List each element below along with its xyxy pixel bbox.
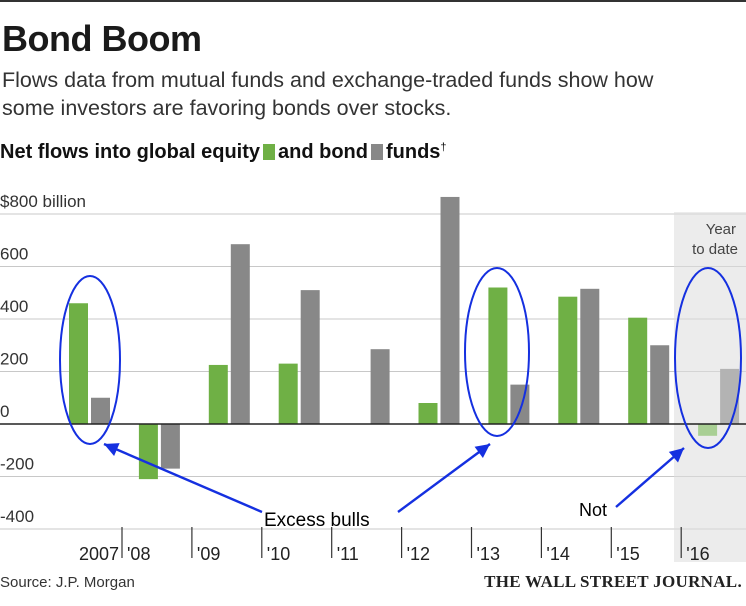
legend-bond-swatch bbox=[370, 144, 383, 160]
publisher-name: THE WALL STREET JOURNAL. bbox=[484, 572, 742, 591]
x-tick-label: '15 bbox=[616, 544, 639, 564]
x-tick-label: '16 bbox=[686, 544, 709, 564]
x-tick-label: '14 bbox=[546, 544, 569, 564]
legend-middle: and bond bbox=[278, 141, 368, 163]
y-tick-label: 0 bbox=[0, 402, 9, 421]
bar-equity bbox=[138, 424, 158, 480]
top-rule bbox=[0, 0, 746, 2]
annotation-ellipse-2007 bbox=[59, 275, 121, 445]
bar-bond bbox=[580, 288, 600, 424]
legend-suffix: funds bbox=[385, 141, 441, 163]
bar-equity bbox=[558, 296, 578, 424]
y-tick-label: $800 billion bbox=[0, 192, 86, 211]
annotation-not: Not bbox=[579, 500, 607, 520]
bar-equity bbox=[628, 317, 648, 424]
x-tick-label: '10 bbox=[267, 544, 290, 564]
annotation-arrow-2016-head bbox=[668, 448, 684, 463]
bar-equity bbox=[488, 287, 508, 424]
chart-title: Bond Boom bbox=[2, 18, 202, 59]
bar-bond bbox=[300, 290, 320, 424]
ytd-label-line1: Year bbox=[706, 221, 736, 238]
x-tick-label: '08 bbox=[127, 544, 150, 564]
bar-equity bbox=[698, 424, 718, 436]
source-note: Source: J.P. Morgan bbox=[0, 574, 135, 591]
bar-bond bbox=[91, 397, 110, 424]
bar-bond bbox=[650, 345, 670, 424]
chart-subtitle: Flows data from mutual funds and exchang… bbox=[2, 68, 654, 120]
bar-bond bbox=[720, 368, 740, 424]
x-tick-label: '11 bbox=[337, 544, 359, 564]
bar-bond bbox=[370, 349, 390, 424]
x-tick-label: 2007 bbox=[79, 544, 119, 564]
legend: Net flows into global equity and bond fund… bbox=[0, 141, 447, 164]
y-tick-label: 200 bbox=[0, 350, 28, 369]
chart-area: Year to date $800 billion 600 400 200 0 -200 -40… bbox=[0, 192, 746, 564]
bar-equity bbox=[278, 363, 298, 424]
y-tick-label: 600 bbox=[0, 245, 28, 264]
legend-equity-swatch bbox=[263, 144, 275, 160]
legend-dagger: † bbox=[440, 141, 447, 154]
bar-bond bbox=[160, 424, 180, 469]
bar-equity bbox=[418, 403, 438, 424]
annotation-arrow-2007-line bbox=[103, 442, 263, 514]
y-tick-label: 400 bbox=[0, 297, 28, 316]
y-tick-label: -400 bbox=[0, 507, 34, 526]
ytd-label-line2: to date bbox=[692, 241, 738, 258]
bar-bond bbox=[230, 244, 250, 424]
legend-prefix: Net flows into global equity bbox=[0, 141, 260, 163]
y-tick-label: -200 bbox=[0, 455, 34, 474]
bar-equity bbox=[69, 303, 88, 424]
annotation-arrow-2013-line bbox=[397, 443, 491, 513]
x-tick-label: '09 bbox=[197, 544, 220, 564]
x-tick-label: '13 bbox=[477, 544, 500, 564]
annotation-arrow-2016-line bbox=[615, 447, 685, 508]
annotation-ellipse-2016 bbox=[674, 267, 742, 449]
bar-equity bbox=[208, 364, 228, 424]
bar-bond bbox=[440, 196, 460, 424]
x-tick-label: '12 bbox=[407, 544, 430, 564]
annotation-arrow-2007-head bbox=[104, 443, 120, 456]
annotation-ellipse-2013 bbox=[464, 267, 530, 437]
annotation-excess-bulls: Excess bulls bbox=[264, 510, 370, 531]
annotation-arrow-2013-head bbox=[474, 444, 490, 458]
